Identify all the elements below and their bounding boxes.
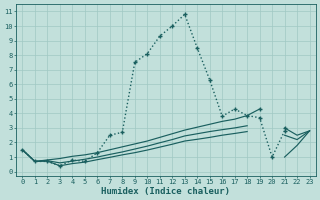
X-axis label: Humidex (Indice chaleur): Humidex (Indice chaleur) bbox=[101, 187, 230, 196]
